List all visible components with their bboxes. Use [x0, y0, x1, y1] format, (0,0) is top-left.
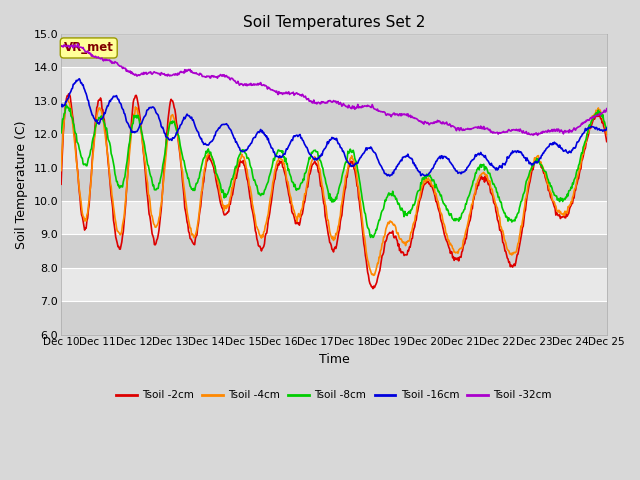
Bar — [61, 101, 607, 134]
X-axis label: Time: Time — [319, 353, 349, 366]
Y-axis label: Soil Temperature (C): Soil Temperature (C) — [15, 120, 28, 249]
Text: VR_met: VR_met — [64, 41, 114, 54]
Bar — [61, 168, 607, 201]
Bar — [61, 201, 607, 234]
Title: Soil Temperatures Set 2: Soil Temperatures Set 2 — [243, 15, 425, 30]
Bar — [61, 34, 607, 67]
Bar — [61, 301, 607, 335]
Bar — [61, 67, 607, 101]
Bar — [61, 268, 607, 301]
Bar — [61, 134, 607, 168]
Legend: Tsoil -2cm, Tsoil -4cm, Tsoil -8cm, Tsoil -16cm, Tsoil -32cm: Tsoil -2cm, Tsoil -4cm, Tsoil -8cm, Tsoi… — [111, 386, 556, 405]
Bar — [61, 234, 607, 268]
